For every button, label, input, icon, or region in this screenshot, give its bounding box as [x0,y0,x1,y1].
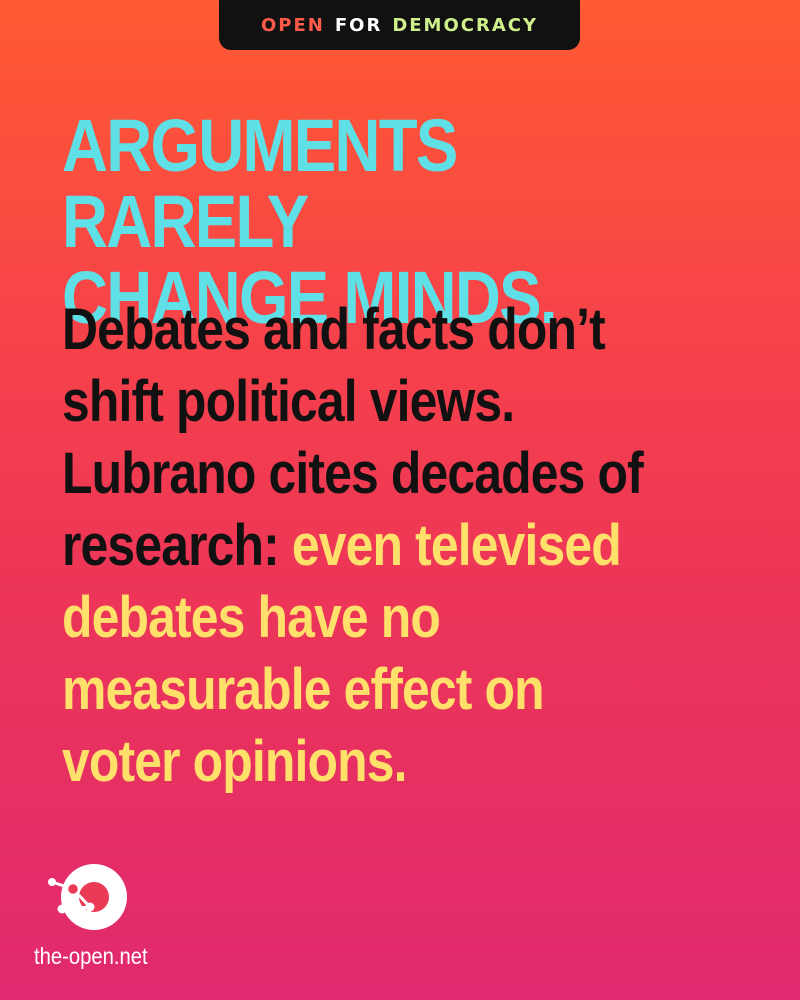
body-line-1: Debates and facts don’t [62,297,606,362]
body-line-2: shift political views. [62,369,515,434]
body-highlight-2: debates have no [62,585,441,650]
badge-word-open: OPEN [260,14,325,36]
body-highlight-3: measurable effect on [62,657,545,722]
site-url: the-open.net [34,943,148,969]
badge-word-democracy: DEMOCRACY [392,14,539,36]
body-highlight-4: voter opinions. [62,729,407,794]
headline-line-1: ARGUMENTS RARELY [62,104,458,263]
headline-line-2: CHANGE MINDS. [62,256,558,339]
body-text: Debates and facts don’t shift political … [62,294,716,798]
headline: ARGUMENTS RARELY CHANGE MINDS. [62,108,664,336]
body-line-4-plain: research: [62,513,292,578]
body-line-3: Lubrano cites decades of [62,441,644,506]
badge-word-for: FOR [334,14,383,36]
body-highlight-1: even televised [291,513,622,578]
the-open-logo-icon [48,864,127,930]
open-for-democracy-badge: OPEN FOR DEMOCRACY [219,0,580,50]
